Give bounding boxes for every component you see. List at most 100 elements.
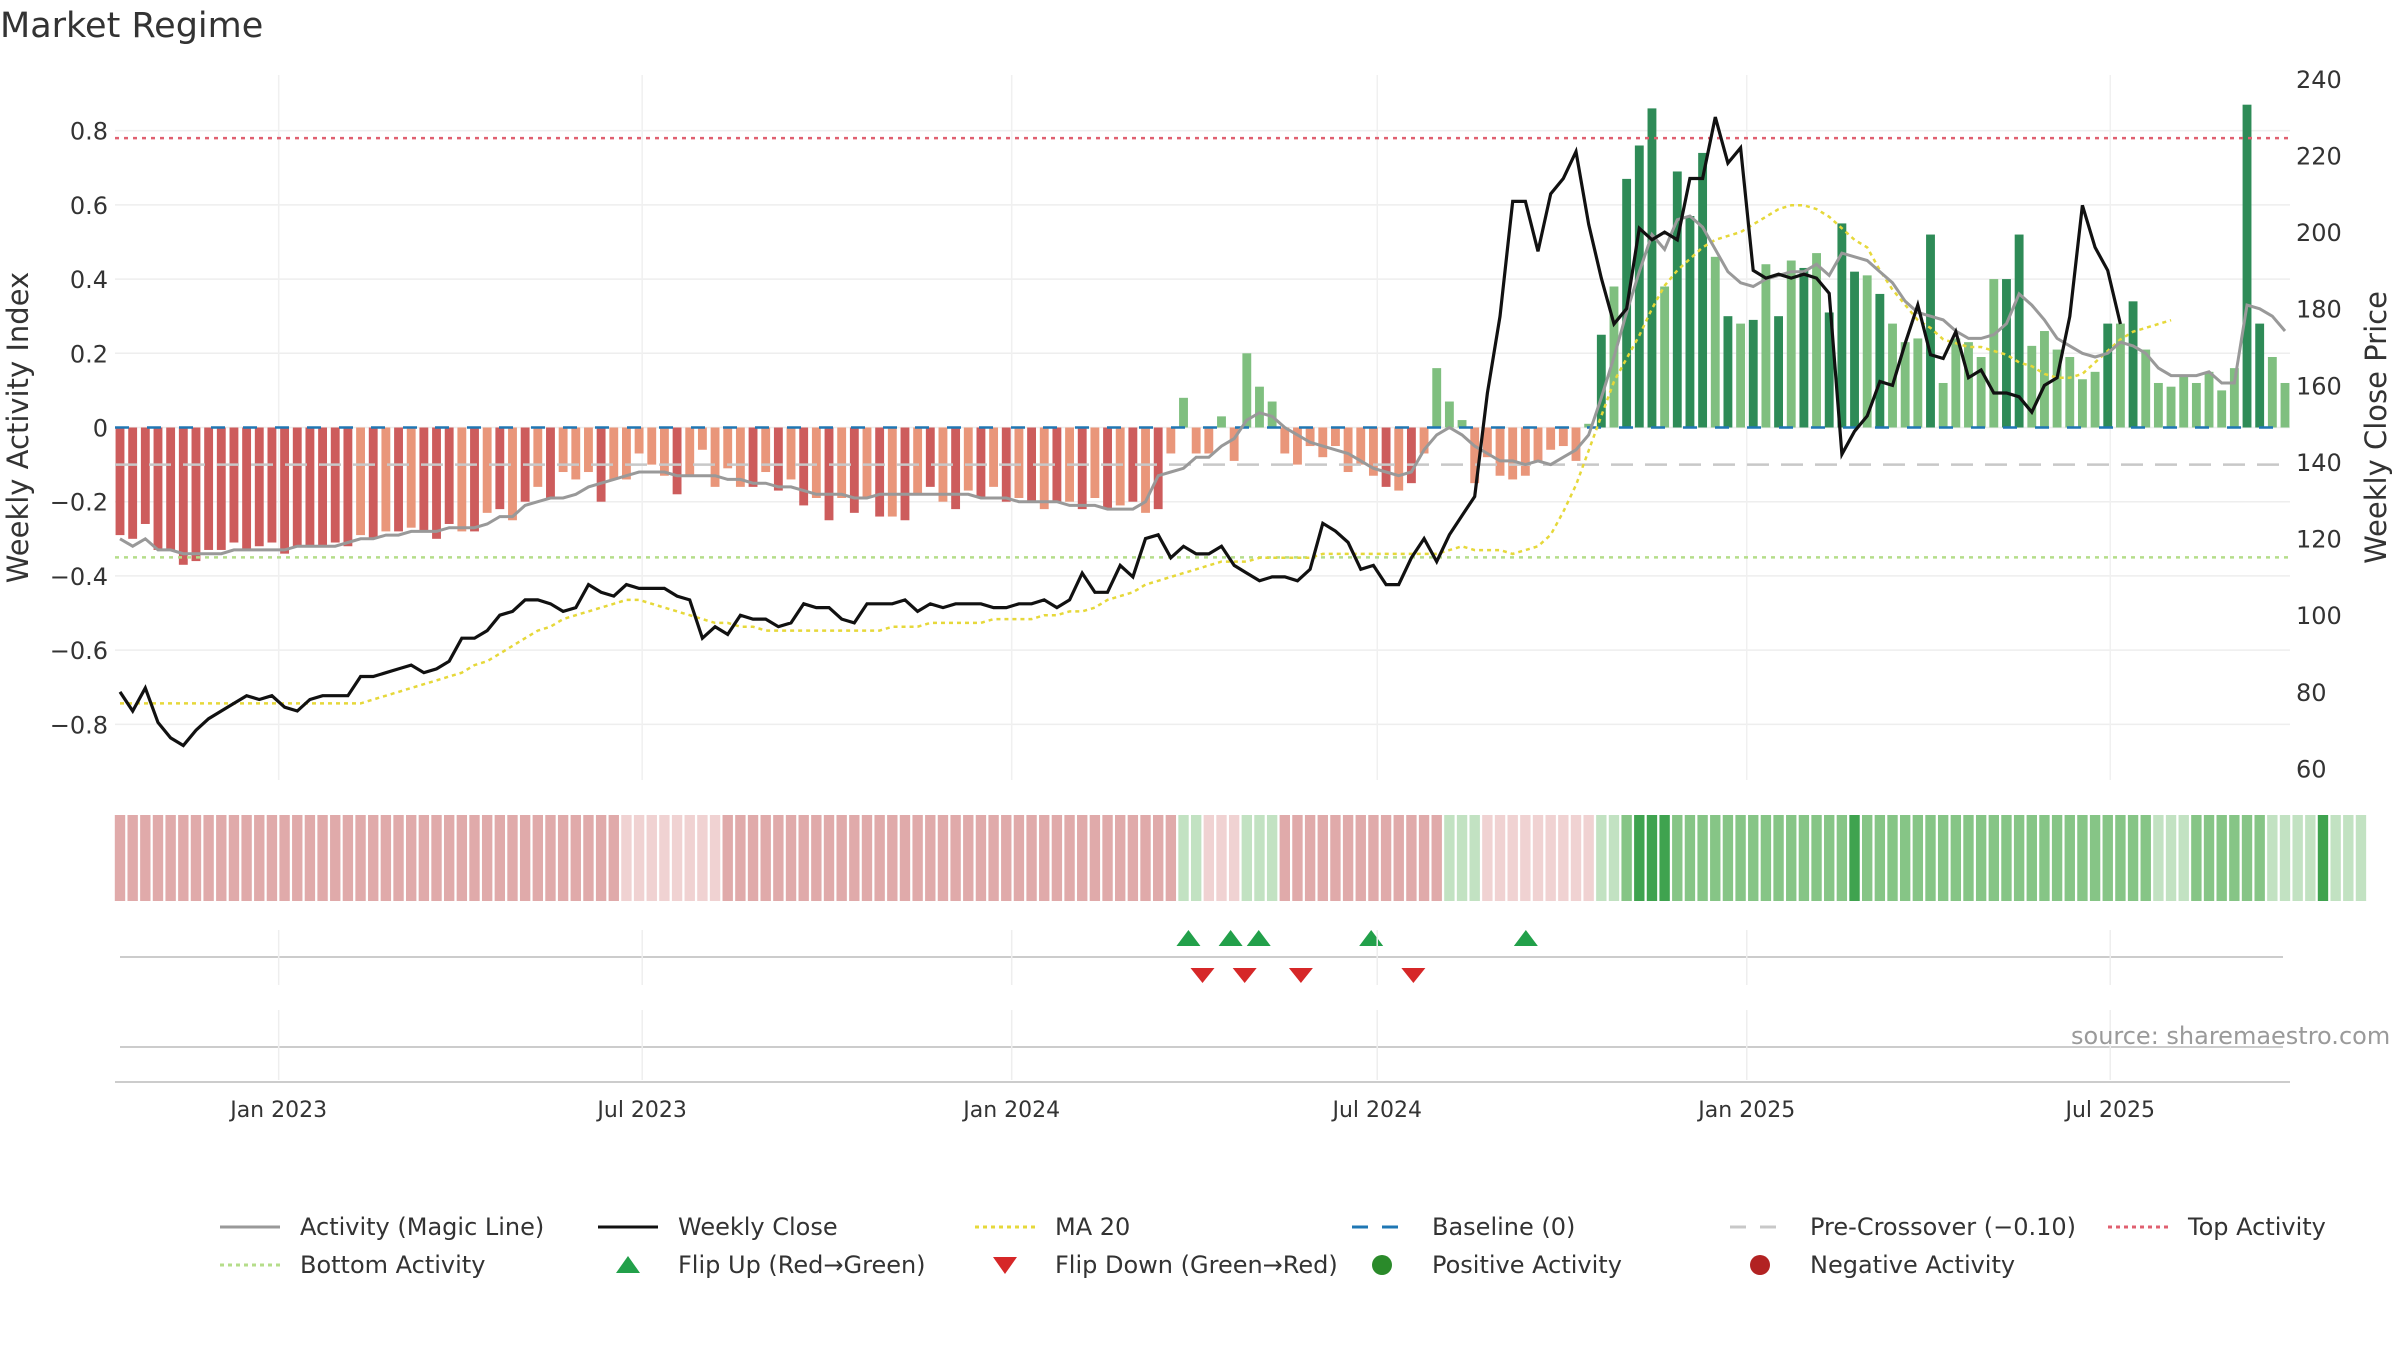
regime-cell [241, 815, 252, 901]
legend-label: Flip Up (Red→Green) [678, 1251, 926, 1279]
activity-bar [115, 427, 125, 536]
activity-bar [1027, 427, 1037, 502]
regime-cell [456, 815, 468, 901]
activity-bar [254, 427, 264, 547]
flip-down-marker [1232, 968, 1257, 983]
legend-item: Activity (Magic Line) [218, 1210, 544, 1244]
regime-cell [1304, 815, 1316, 901]
activity-bar [849, 427, 859, 513]
regime-cell [570, 815, 581, 901]
regime-cell [114, 815, 126, 901]
regime-cell [937, 815, 949, 901]
regime-cell [1596, 815, 1607, 901]
regime-cell [1254, 815, 1265, 901]
regime-cell [1456, 815, 1468, 901]
activity-bar [761, 427, 771, 473]
regime-cell [1532, 815, 1544, 901]
activity-bar [508, 427, 517, 521]
regime-cell [254, 815, 265, 901]
flip-down-marker [1190, 968, 1215, 983]
regime-cell [469, 815, 480, 901]
regime-cell [2330, 815, 2341, 901]
regime-cell [785, 815, 797, 901]
activity-bar [1875, 293, 1885, 428]
activity-bar [495, 427, 505, 510]
activity-bar [1356, 427, 1366, 465]
regime-cell [1760, 815, 1772, 901]
regime-cell [2051, 815, 2063, 901]
regime-cell [330, 815, 341, 901]
regime-cell [1127, 815, 1139, 901]
activity-bar [913, 427, 923, 495]
activity-bar [2191, 382, 2201, 428]
flip-up-marker [1218, 930, 1243, 946]
regime-cell [811, 815, 822, 901]
activity-bar [1495, 427, 1505, 476]
legend-label: Baseline (0) [1432, 1213, 1576, 1241]
legend-item: Negative Activity [1728, 1248, 2015, 1282]
regime-cell [1279, 815, 1290, 901]
regime-cell [1152, 815, 1164, 901]
regime-cell [1621, 815, 1632, 901]
activity-bar [1786, 260, 1796, 428]
activity-bar [1482, 427, 1492, 458]
regime-cell [190, 815, 202, 901]
activity-bar [1900, 342, 1910, 428]
regime-cell [747, 815, 759, 901]
y-left-tick-label: 0.2 [70, 340, 108, 368]
activity-bar [1432, 368, 1442, 428]
regime-cell [595, 815, 607, 901]
activity-bar [1710, 256, 1720, 428]
activity-bar [2204, 371, 2214, 428]
series-lines [118, 116, 2287, 748]
activity-bar [419, 427, 429, 532]
activity-bar [457, 427, 467, 532]
activity-bar [280, 427, 290, 554]
activity-bar [976, 427, 986, 498]
activity-bar [1305, 427, 1315, 447]
activity-bar [1141, 427, 1150, 513]
regime-cell [1975, 815, 1987, 901]
regime-cell [2165, 815, 2177, 901]
activity-bar [2027, 345, 2037, 428]
regime-cell [912, 815, 923, 901]
activity-bar [1748, 319, 1758, 428]
regime-cell [1165, 815, 1177, 901]
triangle-down-icon [993, 1257, 1017, 1274]
activity-bar [305, 427, 315, 547]
regime-cell [2267, 815, 2278, 901]
regime-cell [1380, 815, 1392, 901]
regime-cell [1988, 815, 1999, 901]
regime-cell [608, 815, 619, 901]
y-right-tick-label: 160 [2296, 372, 2342, 400]
magic-line [119, 214, 2287, 556]
regime-cell [1950, 815, 1962, 901]
regime-cell [1115, 815, 1126, 901]
flip-up-marker [1513, 930, 1538, 946]
regime-cell [1899, 815, 1911, 901]
regime-cell [1368, 815, 1379, 901]
regime-cell [228, 815, 240, 901]
activity-bar [216, 427, 226, 550]
activity-bar [1318, 427, 1328, 458]
regime-cell [1482, 815, 1493, 901]
y-right-axis-title: Weekly Close Price [2359, 291, 2393, 564]
solid-line-icon [598, 1225, 658, 1229]
activity-bar [1457, 420, 1467, 428]
regime-cell [2229, 815, 2240, 901]
flip-up-marker [1359, 930, 1384, 946]
regime-cell [2001, 815, 2012, 901]
activity-bar [1938, 382, 1948, 428]
regime-cell [2216, 815, 2227, 901]
regime-cell [1051, 815, 1063, 901]
regime-strip [114, 815, 2367, 901]
triangle-up-icon [616, 1256, 640, 1273]
activity-bar [584, 427, 593, 473]
y-right-tick-label: 180 [2296, 296, 2342, 324]
y-right-tick-label: 140 [2296, 449, 2342, 477]
regime-cell [1558, 815, 1569, 901]
activity-bar [2040, 331, 2049, 428]
regime-cell [1228, 815, 1240, 901]
activity-bar [1293, 427, 1302, 465]
regime-cell [2115, 815, 2126, 901]
